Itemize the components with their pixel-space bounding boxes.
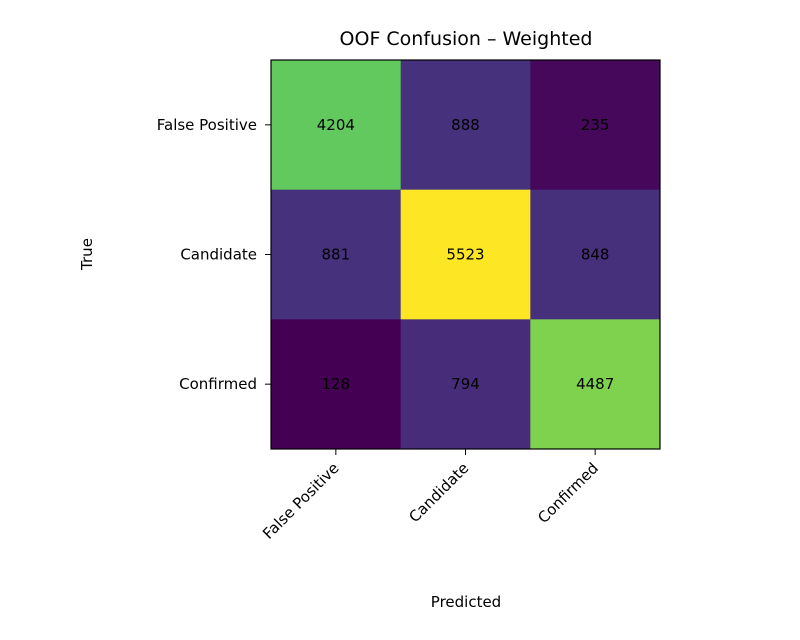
heatmap-cell <box>400 60 531 191</box>
heatmap-cell <box>400 189 531 320</box>
heatmap-cell <box>530 319 661 450</box>
x-axis-label: Predicted <box>431 593 501 611</box>
chart-title: OOF Confusion – Weighted <box>340 28 593 50</box>
heatmap-cell <box>400 319 531 450</box>
y-tick-label: False Positive <box>157 116 257 134</box>
heatmap-cell <box>530 60 661 191</box>
cell-value-label: 5523 <box>446 246 484 264</box>
cell-value-label: 888 <box>451 116 480 134</box>
x-tick-label: Candidate <box>405 459 472 526</box>
x-tick-label: Confirmed <box>534 459 602 527</box>
y-axis: False Positive Candidate Confirmed <box>157 116 271 393</box>
cell-value-label: 848 <box>581 246 610 264</box>
cell-value-label: 4487 <box>576 375 614 393</box>
x-axis: False Positive Candidate Confirmed <box>259 449 602 543</box>
cell-value-label: 794 <box>451 375 480 393</box>
y-tick-label: Candidate <box>180 246 257 264</box>
cell-value-label: 235 <box>581 116 610 134</box>
heatmap-cell <box>530 189 661 320</box>
cell-value-label: 881 <box>322 246 351 264</box>
y-tick-label: Confirmed <box>179 375 257 393</box>
heatmap-cell <box>271 189 402 320</box>
heatmap-cell-labels: 4204 888 235 881 5523 848 128 794 4487 <box>317 116 615 393</box>
heatmap-cells <box>271 60 661 450</box>
x-tick-label: False Positive <box>259 459 343 543</box>
heatmap-cell <box>271 319 402 450</box>
heatmap-cell <box>271 60 402 191</box>
y-axis-label: True <box>78 238 96 271</box>
cell-value-label: 128 <box>322 375 351 393</box>
cell-value-label: 4204 <box>317 116 355 134</box>
